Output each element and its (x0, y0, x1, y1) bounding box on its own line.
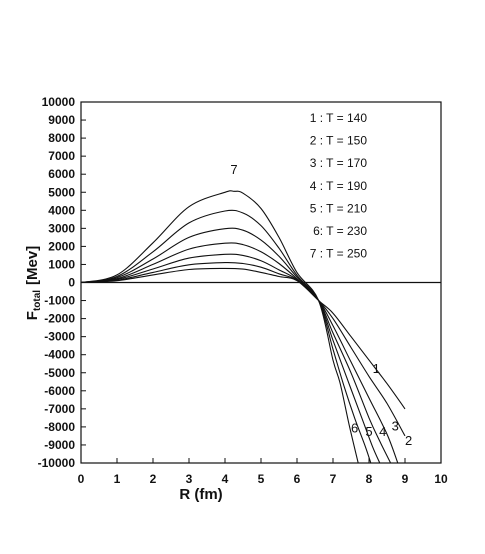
y-tick-label: 4000 (48, 203, 75, 217)
y-tick-label: -7000 (44, 402, 75, 416)
x-tick-label: 9 (402, 472, 409, 486)
y-tick-label: 6000 (48, 167, 75, 181)
y-axis-title-main: F (24, 311, 41, 320)
y-tick-label: -2000 (44, 312, 75, 326)
y-tick-label: 5000 (48, 185, 75, 199)
y-axis-title: Ftotal [Mev] (24, 246, 43, 320)
plot-frame (80, 101, 442, 464)
y-tick-label: 9000 (48, 113, 75, 127)
x-tick-label: 0 (78, 472, 85, 486)
x-tick-label: 6 (294, 472, 301, 486)
y-tick-label: -10000 (38, 456, 76, 470)
x-tick-label: 8 (366, 472, 373, 486)
curve-label-3: 3 (392, 419, 399, 434)
y-tick-label: -6000 (44, 384, 75, 398)
series-line-7 (80, 190, 359, 464)
legend-entry: 3 : T = 170 (310, 156, 368, 170)
curve-label-5: 5 (365, 424, 372, 439)
x-axis-title: R (fm) (179, 486, 222, 503)
y-tick-label: 3000 (48, 221, 75, 235)
y-tick-label: -9000 (44, 438, 75, 452)
y-tick-label: -1000 (44, 294, 75, 308)
x-tick-label: 3 (186, 472, 193, 486)
legend-entry: 1 : T = 140 (310, 111, 368, 125)
x-tick-label: 5 (258, 472, 265, 486)
y-tick-label: 8000 (48, 131, 75, 145)
curve-label-1: 1 (373, 361, 380, 376)
series-line-4 (80, 242, 392, 464)
legend: 1 : T = 140 2 : T = 150 3 : T = 170 4 : T =… (310, 111, 368, 261)
x-tick-label: 4 (222, 472, 229, 486)
y-tick-label: -5000 (44, 366, 75, 380)
legend-entry: 4 : T = 190 (310, 179, 368, 193)
y-tick-label: 7000 (48, 149, 75, 163)
y-tick-label: 0 (68, 276, 75, 290)
x-ticks: 0 1 2 3 4 5 6 7 8 9 10 (78, 458, 448, 486)
series-line-5 (80, 227, 381, 464)
y-tick-label: 2000 (48, 239, 75, 253)
y-axis-title-sub: total (32, 290, 43, 311)
curve-label-2: 2 (405, 433, 412, 448)
y-tick-label: -3000 (44, 330, 75, 344)
legend-entry: 7 : T = 250 (310, 247, 368, 261)
legend-entry: 2 : T = 150 (310, 134, 368, 148)
series-line-2 (80, 262, 406, 437)
y-tick-label: -4000 (44, 348, 75, 362)
x-tick-label: 7 (330, 472, 337, 486)
series-layer (80, 190, 406, 464)
curve-label-7: 7 (230, 162, 237, 177)
series-line-6 (80, 209, 372, 464)
y-ticks: 1000090008000700060005000400030002000100… (38, 95, 86, 470)
legend-entry: 6: T = 230 (313, 224, 367, 238)
x-tick-label: 2 (150, 472, 157, 486)
x-tick-label: 1 (114, 472, 121, 486)
curve-label-6: 6 (351, 420, 358, 435)
legend-entry: 5 : T = 210 (310, 201, 368, 215)
y-axis-title-unit: [Mev] (24, 246, 41, 285)
series-line-1 (80, 267, 406, 410)
x-tick-label: 10 (434, 472, 448, 486)
curve-label-4: 4 (379, 424, 386, 439)
y-tick-label: -8000 (44, 420, 75, 434)
y-tick-label: 10000 (42, 95, 76, 109)
series-line-3 (80, 253, 399, 464)
y-tick-label: 1000 (48, 257, 75, 271)
svg-text:Ftotal[Mev]: Ftotal [Mev] (24, 246, 43, 320)
